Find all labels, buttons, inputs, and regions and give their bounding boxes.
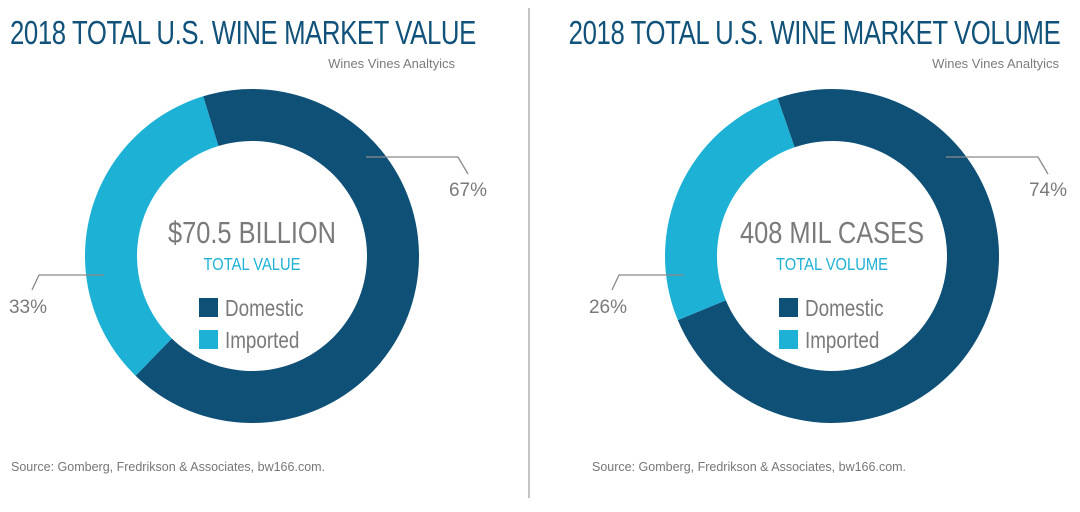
data-label-domestic: 74% bbox=[1029, 180, 1067, 201]
value-chart-panel: 2018 TOTAL U.S. WINE MARKET VALUE Wines … bbox=[9, 14, 487, 474]
center-total-value: 408 MIL CASES bbox=[740, 216, 924, 251]
donut-slice-domestic bbox=[135, 89, 419, 423]
donut-slice-imported bbox=[665, 98, 795, 321]
source-note: Source: Gomberg, Fredrikson & Associates… bbox=[11, 460, 326, 474]
chart-subtitle: Wines Vines Analtyics bbox=[932, 56, 1059, 71]
volume-chart-panel: 2018 TOTAL U.S. WINE MARKET VOLUME Wines… bbox=[540, 0, 1080, 512]
data-label-imported: 26% bbox=[589, 297, 627, 318]
data-label-imported: 33% bbox=[9, 297, 47, 318]
chart-title: 2018 TOTAL U.S. WINE MARKET VALUE bbox=[10, 14, 476, 51]
center-total-label: TOTAL VOLUME bbox=[776, 255, 888, 275]
leader-line-imported bbox=[611, 274, 684, 291]
donut-chart-volume: 74% 26% 408 MIL CASES TOTAL VOLUME Domestic I… bbox=[589, 89, 1067, 423]
center-total-value: $70.5 BILLION bbox=[168, 216, 336, 251]
source-note: Source: Gomberg, Fredrikson & Associates… bbox=[592, 460, 907, 474]
chart-title: 2018 TOTAL U.S. WINE MARKET VOLUME bbox=[568, 14, 1060, 51]
legend-swatch-imported bbox=[199, 330, 218, 349]
donut-slice-imported bbox=[84, 96, 219, 376]
leader-line-imported bbox=[31, 274, 104, 291]
center-total-label: TOTAL VALUE bbox=[204, 255, 301, 275]
donut-slice-domestic bbox=[677, 89, 1000, 423]
leader-line-domestic bbox=[366, 156, 469, 175]
panel-divider bbox=[528, 8, 530, 498]
leader-line-domestic bbox=[946, 156, 1049, 175]
legend-swatch-imported bbox=[779, 330, 798, 349]
legend-label-imported: Imported bbox=[225, 328, 299, 353]
legend-label-domestic: Domestic bbox=[225, 296, 304, 321]
legend-label-imported: Imported bbox=[805, 328, 879, 353]
chart-subtitle: Wines Vines Analtyics bbox=[328, 56, 455, 71]
legend-swatch-domestic bbox=[199, 298, 218, 317]
legend-label-domestic: Domestic bbox=[805, 296, 884, 321]
data-label-domestic: 67% bbox=[449, 180, 487, 201]
donut-chart-value: 67% 33% $70.5 BILLION TOTAL VALUE Domestic Im… bbox=[9, 89, 487, 423]
legend-swatch-domestic bbox=[779, 298, 798, 317]
